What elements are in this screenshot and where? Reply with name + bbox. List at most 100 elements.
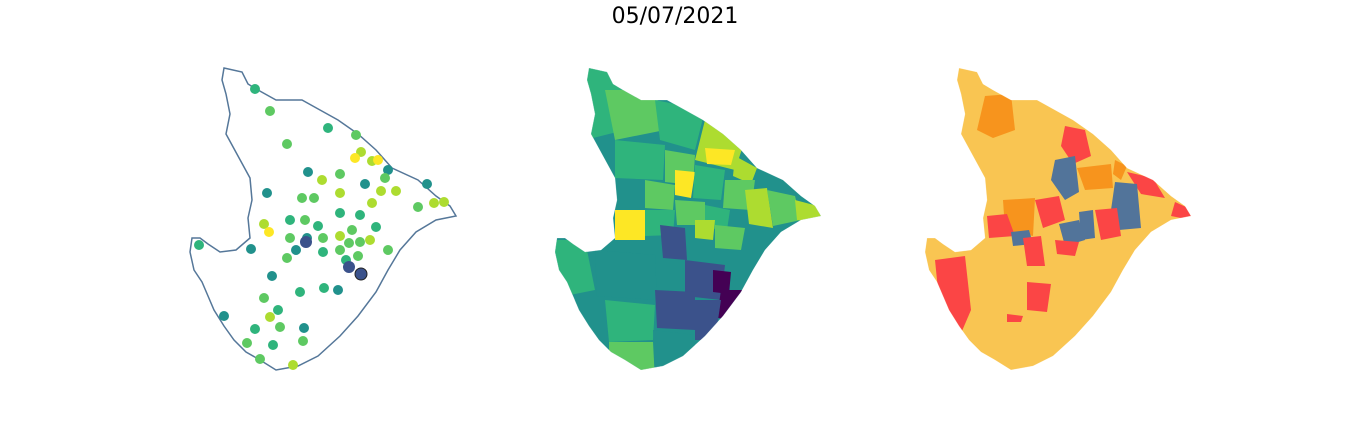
station-point (313, 221, 323, 231)
region (733, 156, 757, 184)
choropleth-regions (555, 68, 821, 370)
station-point (383, 245, 393, 255)
station-point (355, 210, 365, 220)
station-point (380, 173, 390, 183)
station-point (335, 188, 345, 198)
station-point (360, 179, 370, 189)
station-point (323, 123, 333, 133)
station-point (299, 323, 309, 333)
station-point (318, 247, 328, 257)
station-point (259, 219, 269, 229)
region (1059, 220, 1085, 246)
region (555, 240, 595, 300)
choropleth-svg (554, 67, 822, 371)
station-point (371, 222, 381, 232)
category-regions (925, 68, 1191, 370)
region (655, 290, 695, 330)
region (715, 225, 745, 250)
region (1077, 164, 1113, 190)
station-point (367, 198, 377, 208)
station-point (297, 193, 307, 203)
station-point (351, 130, 361, 140)
region (745, 188, 773, 228)
station-point (344, 238, 354, 248)
station-point (246, 244, 256, 254)
station-point (250, 324, 260, 334)
station-point (354, 267, 368, 281)
page-title: 05/07/2021 (611, 4, 739, 29)
region (645, 180, 675, 210)
station-point (439, 197, 449, 207)
station-point (429, 198, 439, 208)
station-point (250, 84, 260, 94)
state-outline (189, 67, 458, 371)
station-point (194, 240, 204, 250)
region (705, 148, 735, 165)
region (1127, 172, 1165, 198)
region (565, 300, 609, 350)
station-point (300, 236, 312, 248)
station-point (347, 225, 357, 235)
station-point (343, 261, 355, 273)
station-point (295, 287, 305, 297)
station-point (291, 245, 301, 255)
station-point (219, 311, 229, 321)
station-point (259, 293, 269, 303)
station-point (365, 235, 375, 245)
station-point (298, 336, 308, 346)
station-point (273, 305, 283, 315)
region (675, 200, 705, 225)
station-points-svg (189, 67, 458, 371)
station-point (268, 340, 278, 350)
station-point (319, 283, 329, 293)
region (693, 165, 725, 200)
station-point (265, 312, 275, 322)
category-outline (924, 67, 1192, 371)
station-point (353, 251, 363, 261)
region (615, 210, 645, 240)
region (1079, 210, 1095, 240)
region (695, 300, 721, 340)
region (1095, 208, 1121, 240)
region (767, 190, 801, 226)
station-point (350, 153, 360, 163)
region (1111, 182, 1141, 230)
region (1055, 240, 1079, 256)
region (1035, 196, 1065, 228)
station-point (285, 215, 295, 225)
station-point (373, 155, 383, 165)
region (1007, 314, 1023, 322)
station-point (391, 186, 401, 196)
station-point (376, 186, 386, 196)
station-point (267, 271, 277, 281)
municipality-choropleth-map (545, 60, 845, 380)
station-point (355, 237, 365, 247)
region (609, 342, 655, 370)
station-point (383, 165, 393, 175)
station-point (335, 245, 345, 255)
region (675, 170, 695, 198)
region (595, 250, 657, 300)
station-point (264, 227, 274, 237)
region (605, 300, 655, 342)
region (615, 140, 665, 180)
region (987, 214, 1015, 238)
station-point (285, 233, 295, 243)
station-point (282, 139, 292, 149)
category-svg (924, 67, 1192, 371)
choropleth-outline (554, 67, 822, 371)
station-point (242, 338, 252, 348)
station-points (194, 84, 449, 370)
station-point (318, 233, 328, 243)
region (977, 94, 1015, 138)
region (660, 225, 687, 260)
station-point (309, 193, 319, 203)
station-points-map (180, 60, 480, 380)
station-point (282, 253, 292, 263)
region (1051, 156, 1079, 200)
region (653, 330, 695, 370)
region (605, 90, 665, 140)
station-point (262, 188, 272, 198)
station-point (422, 179, 432, 189)
station-point (333, 285, 343, 295)
